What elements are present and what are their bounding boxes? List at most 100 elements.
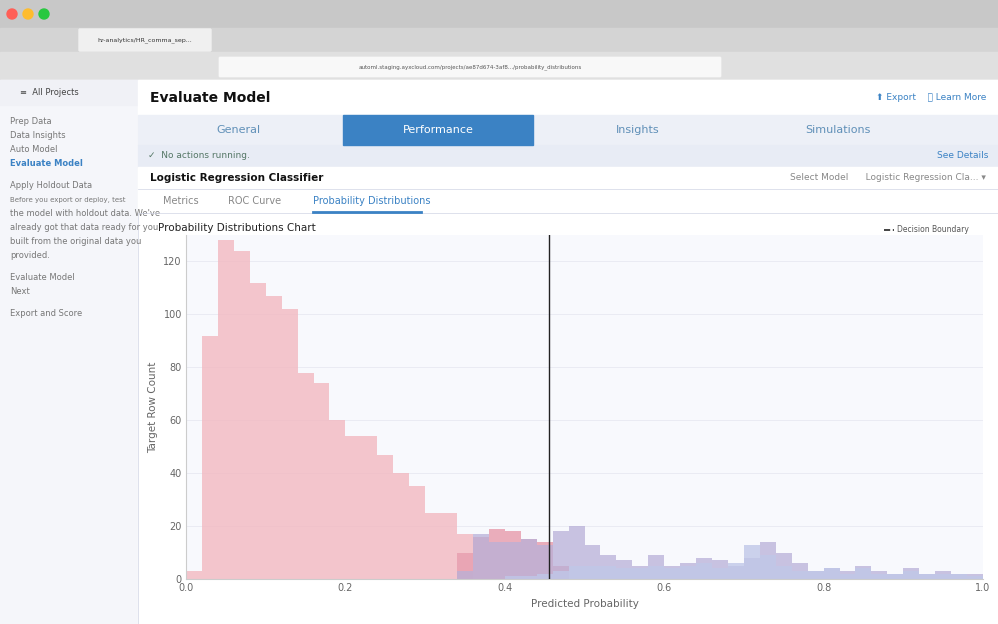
Text: Metrics: Metrics (163, 196, 199, 206)
Bar (489, 542, 505, 579)
Circle shape (23, 9, 33, 19)
Bar (935, 573, 951, 579)
Text: provided.: provided. (10, 251, 50, 260)
Bar (665, 566, 681, 579)
Bar (138, 115, 998, 145)
Bar (537, 573, 553, 579)
FancyBboxPatch shape (219, 57, 721, 77)
Bar (457, 552, 473, 579)
Bar (744, 545, 759, 579)
Bar (871, 573, 887, 579)
Bar (759, 555, 775, 579)
Bar (649, 566, 665, 579)
Bar (329, 420, 345, 579)
Bar (728, 563, 744, 579)
Bar (585, 545, 601, 579)
Bar (361, 436, 377, 579)
Bar (250, 283, 265, 579)
Text: Logistic Regression Classifier: Logistic Regression Classifier (150, 173, 323, 183)
Text: Evaluate Model: Evaluate Model (10, 273, 75, 283)
Text: ROC Curve: ROC Curve (228, 196, 281, 206)
Text: Simulations: Simulations (805, 125, 870, 135)
Text: built from the original data you: built from the original data you (10, 238, 142, 246)
Bar (791, 563, 807, 579)
Bar (425, 513, 441, 579)
Bar (521, 539, 537, 579)
Bar (665, 568, 681, 579)
X-axis label: Predicted Probability: Predicted Probability (531, 598, 639, 609)
Bar (855, 568, 871, 579)
Bar (234, 251, 250, 579)
Bar (473, 537, 489, 579)
Text: Auto Model: Auto Model (10, 145, 58, 155)
Text: General: General (216, 125, 260, 135)
Bar (569, 566, 585, 579)
Bar (345, 436, 361, 579)
Bar (880, 221, 988, 293)
Bar (617, 560, 633, 579)
Y-axis label: Target Row Count: Target Row Count (148, 361, 158, 452)
Bar (441, 513, 457, 579)
Text: Probability Distributions Chart: Probability Distributions Chart (158, 223, 315, 233)
Bar (919, 573, 935, 579)
Bar (681, 563, 696, 579)
Bar (696, 558, 712, 579)
Text: ⬇: ⬇ (974, 223, 983, 233)
Bar (951, 573, 967, 579)
Bar (377, 455, 393, 579)
Bar (138, 80, 998, 624)
Text: Probability Distributions: Probability Distributions (313, 196, 430, 206)
Bar (839, 573, 855, 579)
Bar (489, 529, 505, 579)
Text: ⬆ Export    ⓘ Learn More: ⬆ Export ⓘ Learn More (875, 93, 986, 102)
Bar (138, 145, 998, 167)
Bar (585, 566, 601, 579)
Bar (871, 571, 887, 579)
Bar (807, 571, 823, 579)
Text: True Positive: True Positive (897, 278, 945, 286)
Bar (807, 571, 823, 579)
Bar (0, 0, 998, 28)
Text: automl.staging.ayxcloud.com/projects/ae87d674-3af8.../probability_distributions: automl.staging.ayxcloud.com/projects/ae8… (358, 64, 582, 70)
Text: True Negative: True Negative (897, 265, 950, 273)
Text: the model with holdout data. We've: the model with holdout data. We've (10, 210, 160, 218)
Bar (791, 571, 807, 579)
Bar (633, 566, 649, 579)
Bar (505, 532, 521, 579)
Bar (839, 571, 855, 579)
Bar (186, 571, 202, 579)
Bar (505, 542, 521, 579)
Text: Apply Holdout Data: Apply Holdout Data (10, 182, 92, 190)
Bar (569, 526, 585, 579)
Circle shape (39, 9, 49, 19)
Bar (265, 296, 281, 579)
Bar (138, 189, 998, 213)
Bar (0, 80, 138, 105)
Text: Evaluate Model: Evaluate Model (150, 90, 270, 104)
Bar (696, 563, 712, 579)
Bar (728, 566, 744, 579)
Bar (138, 167, 998, 189)
Text: False Negative: False Negative (897, 238, 953, 248)
Text: Select Model      Logistic Regression Cla... ▾: Select Model Logistic Regression Cla... … (790, 173, 986, 182)
Bar (0, 80, 138, 624)
Bar (633, 568, 649, 579)
Bar (935, 571, 951, 579)
Bar (823, 568, 839, 579)
Text: Export and Score: Export and Score (10, 310, 82, 318)
Bar (409, 486, 425, 579)
Bar (759, 542, 775, 579)
Text: Before you export or deploy, test: Before you export or deploy, test (10, 197, 126, 203)
Text: Decision Boundary: Decision Boundary (897, 225, 969, 235)
Bar (521, 539, 537, 579)
Bar (281, 309, 297, 579)
Bar (681, 566, 696, 579)
Bar (601, 566, 617, 579)
Circle shape (7, 9, 17, 19)
Bar (887, 573, 903, 579)
Bar (505, 577, 521, 579)
Bar (601, 555, 617, 579)
Bar (537, 542, 553, 579)
Bar (457, 571, 473, 579)
Text: Prep Data: Prep Data (10, 117, 52, 127)
